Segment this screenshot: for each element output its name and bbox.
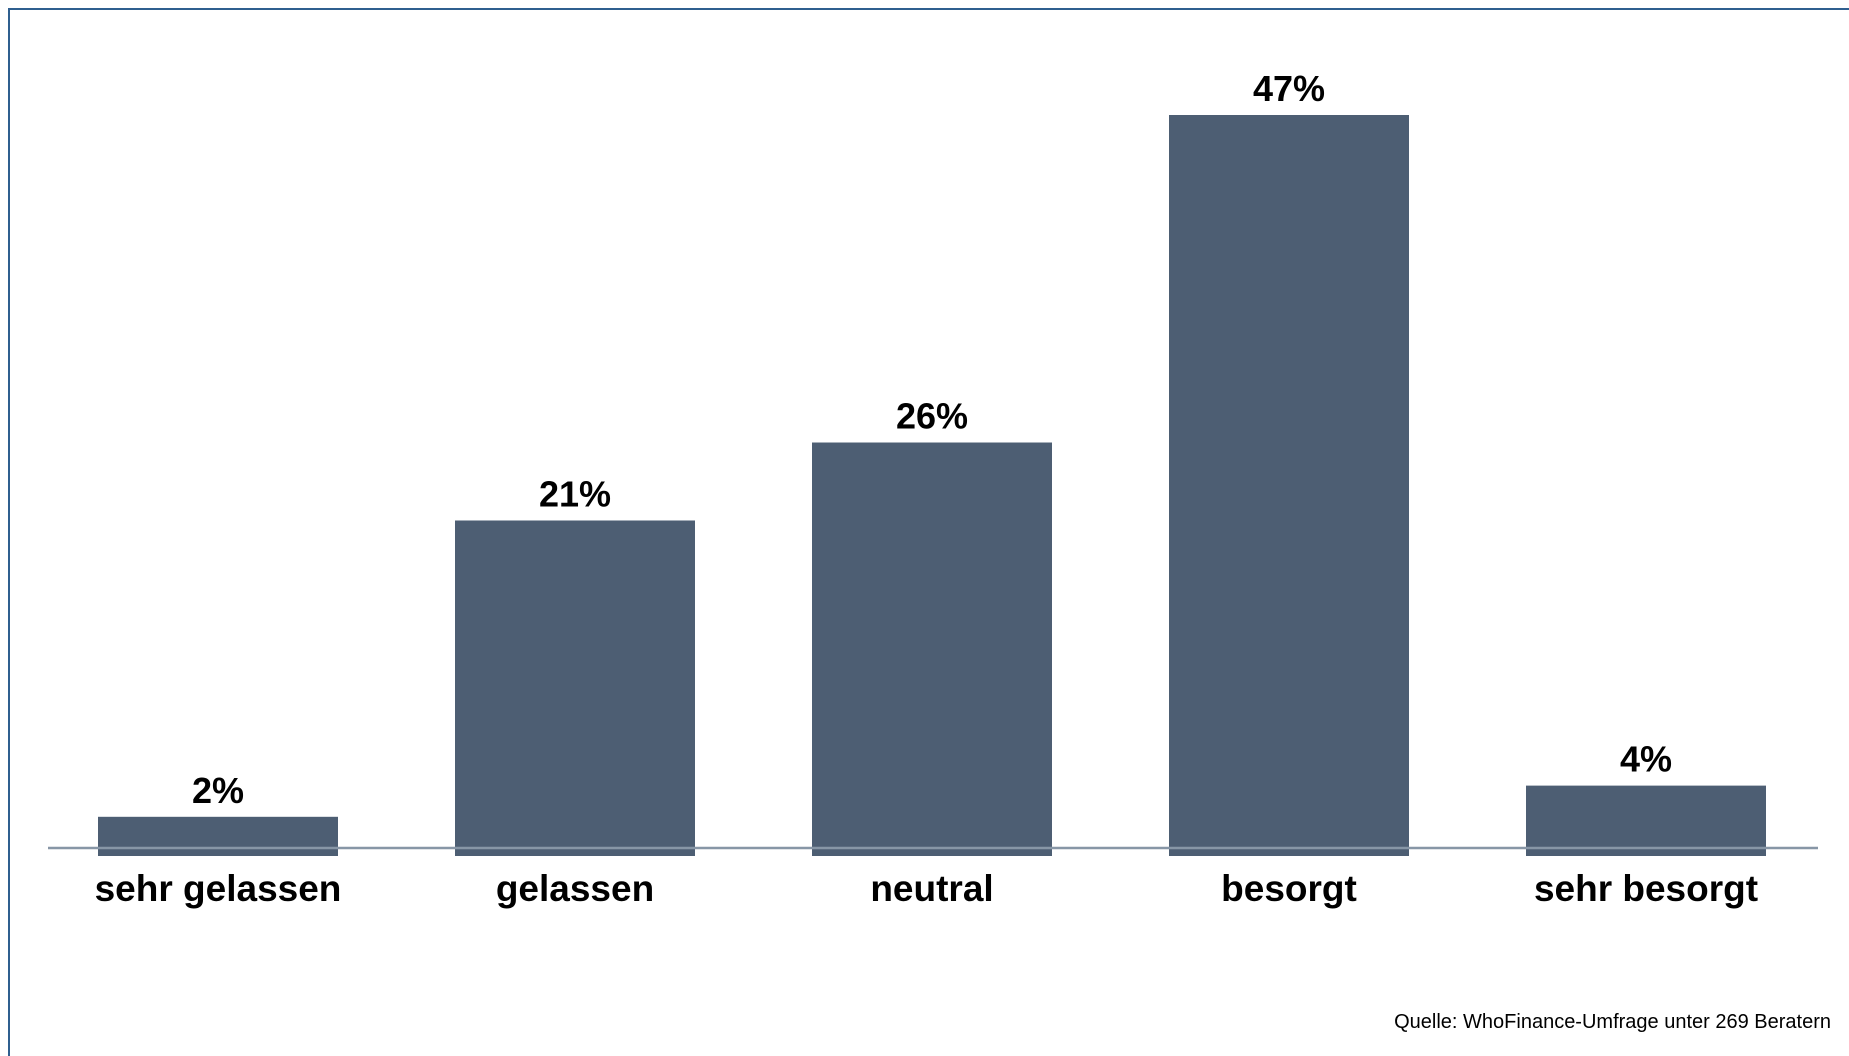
bar-sehr-gelassen [98, 816, 338, 856]
category-label: neutral [870, 868, 993, 909]
category-label: besorgt [1221, 868, 1357, 909]
bar-sehr-besorgt [1526, 785, 1766, 856]
data-label: 47% [1253, 68, 1325, 109]
category-label: sehr besorgt [1534, 868, 1758, 909]
category-label: gelassen [496, 868, 654, 909]
data-label: 21% [539, 473, 611, 514]
bar-gelassen [455, 520, 695, 856]
bar-neutral [812, 442, 1052, 856]
source-note: Quelle: WhoFinance-Umfrage unter 269 Ber… [1394, 1011, 1831, 1033]
category-label: sehr gelassen [95, 868, 342, 909]
data-label: 26% [896, 396, 968, 437]
data-label: 2% [192, 770, 244, 811]
bar-besorgt [1169, 115, 1409, 856]
data-label: 4% [1620, 739, 1672, 780]
